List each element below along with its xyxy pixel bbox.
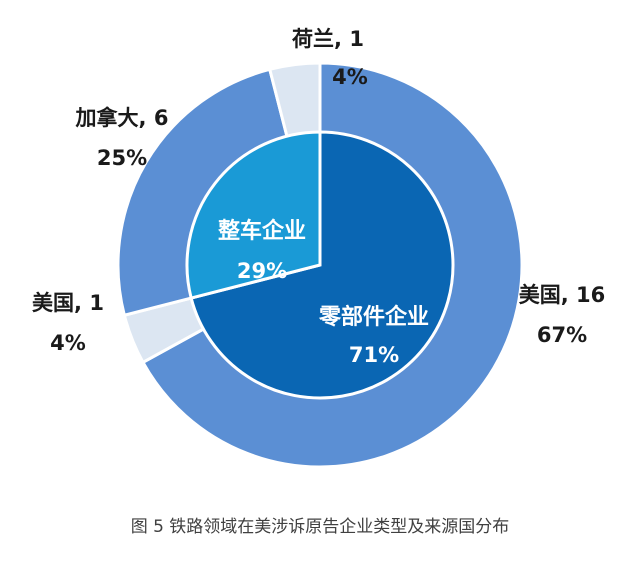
inner-value-parts: 71% <box>349 343 399 367</box>
outer-label-canada: 加拿大, 6 <box>75 106 169 130</box>
outer-label-usa-large: 美国, 16 <box>519 283 606 307</box>
outer-ring <box>116 61 524 469</box>
inner-label-parts: 零部件企业 <box>318 304 429 330</box>
outer-value-usa-large: 67% <box>537 323 587 347</box>
inner-pie <box>185 130 455 400</box>
outer-value-usa-small: 4% <box>50 331 86 355</box>
inner-label-vehicle: 整车企业 <box>218 218 306 244</box>
inner-value-vehicle: 29% <box>237 259 287 283</box>
outer-value-netherlands: 4% <box>332 65 368 89</box>
outer-label-usa-small: 美国, 1 <box>32 291 104 315</box>
chart-caption: 图 5 铁路领域在美涉诉原告企业类型及来源国分布 <box>131 517 510 537</box>
inner-slice-1 <box>185 130 322 300</box>
inner-slice-0 <box>189 130 455 400</box>
outer-label-netherlands: 荷兰, 1 <box>292 27 364 51</box>
outer-value-canada: 25% <box>97 146 147 170</box>
